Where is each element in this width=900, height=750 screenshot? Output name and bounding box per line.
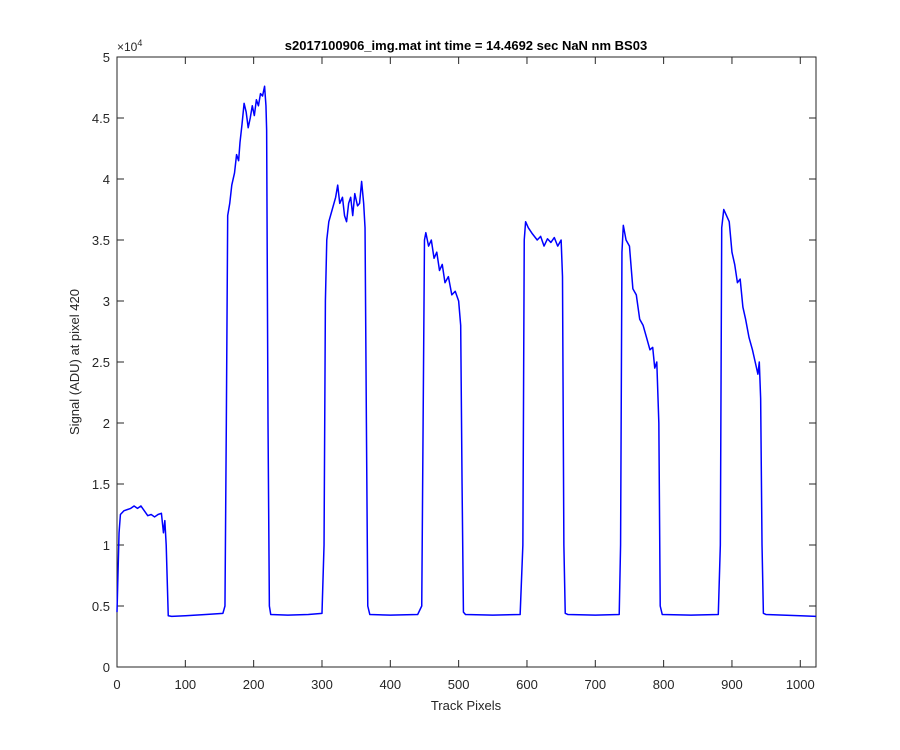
x-tick-label: 800	[653, 677, 675, 692]
x-tick-label: 400	[379, 677, 401, 692]
y-tick-label: 2	[103, 416, 110, 431]
y-tick-label: 3	[103, 294, 110, 309]
x-tick-label: 700	[584, 677, 606, 692]
y-tick-label: 0.5	[92, 599, 110, 614]
y-tick-label: 2.5	[92, 355, 110, 370]
multiplier-base: ×10	[117, 40, 138, 54]
x-axis-label: Track Pixels	[431, 698, 502, 713]
y-tick-label: 1	[103, 538, 110, 553]
x-tick-label: 500	[448, 677, 470, 692]
x-tick-label: 0	[113, 677, 120, 692]
plot-area	[116, 56, 817, 668]
x-tick-label: 600	[516, 677, 538, 692]
x-tick-label: 100	[174, 677, 196, 692]
y-tick-label: 4.5	[92, 111, 110, 126]
y-tick-label: 5	[103, 50, 110, 65]
y-tick-label: 3.5	[92, 233, 110, 248]
y-multiplier: ×104	[117, 38, 142, 54]
y-tick-label: 0	[103, 660, 110, 675]
y-axis-label: Signal (ADU) at pixel 420	[67, 289, 82, 435]
y-tick-label: 4	[103, 172, 110, 187]
x-tick-label: 200	[243, 677, 265, 692]
chart-title: s2017100906_img.mat int time = 14.4692 s…	[285, 38, 647, 53]
data-line	[116, 85, 817, 618]
x-tick-label: 1000	[786, 677, 815, 692]
y-tick-label: 1.5	[92, 477, 110, 492]
x-tick-label: 300	[311, 677, 333, 692]
multiplier-exponent: 4	[137, 38, 142, 48]
x-tick-label: 900	[721, 677, 743, 692]
